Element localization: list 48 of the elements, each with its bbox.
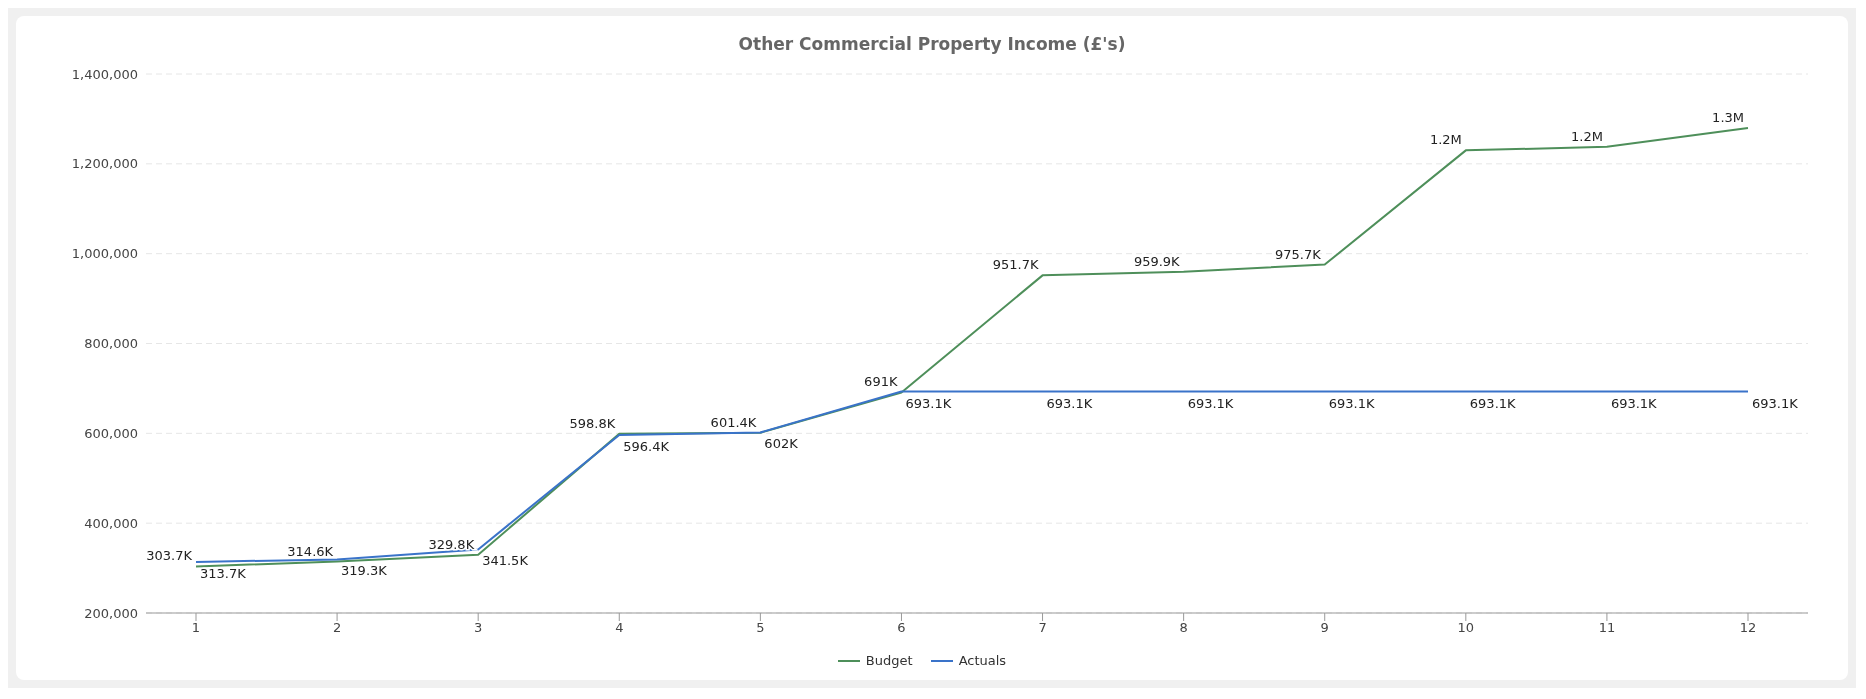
data-label: 303.7K <box>146 548 193 564</box>
data-label: 951.7K <box>992 257 1040 273</box>
data-label: 314.6K <box>287 543 334 559</box>
data-label: 693.1K <box>1328 395 1375 411</box>
data-label: 959.9K <box>1133 253 1181 269</box>
x-tick-label: 11 <box>1598 620 1616 636</box>
data-label: 693.1K <box>1187 395 1234 411</box>
data-label: 329.8K <box>428 536 475 552</box>
data-label: 598.8K <box>569 415 616 431</box>
x-tick-label: 9 <box>1320 620 1329 636</box>
x-tick-label: 1 <box>191 620 201 636</box>
data-label: 975.7K <box>1274 246 1322 262</box>
y-tick-label: 1,400,000 <box>71 66 138 82</box>
x-tick-label: 4 <box>615 620 624 636</box>
x-tick-label: 5 <box>756 620 765 636</box>
data-label: 341.5K <box>482 553 529 569</box>
y-tick-label: 1,200,000 <box>71 156 138 172</box>
data-label: 691K <box>864 374 898 390</box>
data-label: 693.1K <box>1046 395 1093 411</box>
data-label: 601.4K <box>710 414 757 430</box>
x-tick-label: 6 <box>897 620 906 636</box>
data-label: 693.1K <box>905 395 952 411</box>
data-label: 693.1K <box>1610 395 1658 411</box>
x-tick-label: 2 <box>332 620 342 636</box>
line-series <box>195 390 1749 563</box>
line-series <box>195 126 1749 568</box>
data-label: 596.4K <box>623 438 670 454</box>
y-tick-label: 400,000 <box>84 515 138 531</box>
data-label: 1.3M <box>1712 109 1744 125</box>
x-tick-label: 10 <box>1457 620 1475 636</box>
chart-title: Other Commercial Property Income (£'s) <box>737 33 1127 54</box>
y-tick-label: 1,000,000 <box>71 246 138 262</box>
data-label: 693.1K <box>1752 395 1799 411</box>
y-tick-label: 600,000 <box>84 425 138 441</box>
x-tick-label: 8 <box>1179 620 1188 636</box>
data-label: 693.1K <box>1469 395 1517 411</box>
data-label: 602K <box>764 436 799 452</box>
data-label: 1.2M <box>1429 132 1462 148</box>
data-label: 319.3K <box>341 563 388 579</box>
data-label: 313.7K <box>200 565 247 581</box>
y-tick-label: 800,000 <box>84 336 138 352</box>
y-tick-label: 200,000 <box>84 605 138 621</box>
x-tick-label: 7 <box>1038 620 1047 636</box>
x-tick-label: 12 <box>1739 620 1757 636</box>
x-tick-label: 3 <box>474 620 483 636</box>
legend-label: Budget <box>865 653 913 668</box>
data-label: 1.2M <box>1571 128 1603 144</box>
legend-label: Actuals <box>958 653 1007 668</box>
